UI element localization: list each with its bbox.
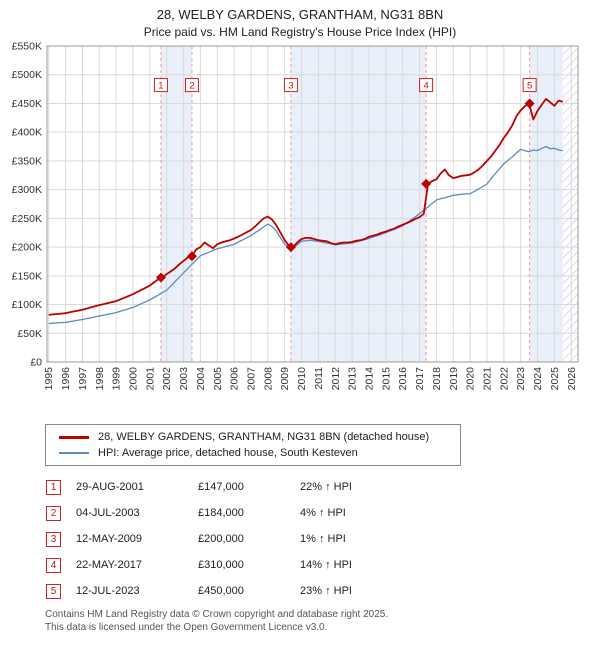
sale-row: 2 04-JUL-2003 £184,000 4% ↑ HPI bbox=[46, 504, 600, 522]
sale-row: 5 12-JUL-2023 £450,000 23% ↑ HPI bbox=[46, 582, 600, 600]
sale-date: 12-JUL-2023 bbox=[76, 585, 140, 597]
svg-text:2011: 2011 bbox=[313, 367, 325, 390]
property-line-swatch bbox=[59, 435, 89, 439]
svg-text:1996: 1996 bbox=[60, 367, 72, 391]
svg-text:2025: 2025 bbox=[549, 367, 561, 391]
svg-text:2021: 2021 bbox=[481, 367, 493, 391]
svg-text:2: 2 bbox=[189, 81, 194, 92]
svg-text:2005: 2005 bbox=[212, 367, 224, 391]
sale-row: 4 22-MAY-2017 £310,000 14% ↑ HPI bbox=[46, 556, 600, 574]
svg-text:1999: 1999 bbox=[111, 367, 123, 391]
legend-item-hpi: HPI: Average price, detached house, Sout… bbox=[53, 445, 453, 461]
sale-date: 12-MAY-2009 bbox=[76, 533, 143, 545]
footer-line-1: Contains HM Land Registry data © Crown c… bbox=[45, 609, 389, 620]
sale-number-badge: 2 bbox=[46, 505, 61, 521]
license-footer: Contains HM Land Registry data © Crown c… bbox=[45, 608, 600, 634]
svg-text:2016: 2016 bbox=[397, 367, 409, 391]
svg-text:2017: 2017 bbox=[414, 367, 426, 391]
sale-number-badge: 4 bbox=[46, 557, 61, 573]
sale-number-badge: 3 bbox=[46, 531, 61, 547]
svg-text:1995: 1995 bbox=[43, 367, 55, 391]
svg-text:2007: 2007 bbox=[245, 367, 257, 391]
svg-text:£50K: £50K bbox=[17, 328, 42, 340]
svg-text:2019: 2019 bbox=[448, 367, 460, 391]
legend-item-property: 28, WELBY GARDENS, GRANTHAM, NG31 8BN (d… bbox=[53, 429, 453, 445]
chart-legend: 28, WELBY GARDENS, GRANTHAM, NG31 8BN (d… bbox=[45, 424, 461, 466]
sale-hpi-delta: 14% ↑ HPI bbox=[300, 559, 352, 571]
sale-price: £310,000 bbox=[198, 559, 244, 571]
hpi-line-swatch bbox=[59, 452, 89, 454]
sale-hpi-delta: 22% ↑ HPI bbox=[300, 481, 352, 493]
svg-text:£450K: £450K bbox=[12, 98, 42, 110]
sale-hpi-delta: 4% ↑ HPI bbox=[300, 507, 346, 519]
legend-label: HPI: Average price, detached house, Sout… bbox=[98, 447, 358, 459]
sale-date: 04-JUL-2003 bbox=[76, 507, 140, 519]
svg-text:2026: 2026 bbox=[566, 367, 578, 391]
svg-text:£350K: £350K bbox=[12, 155, 42, 167]
sale-number-badge: 5 bbox=[46, 583, 61, 599]
svg-text:2018: 2018 bbox=[431, 367, 443, 391]
sale-price: £200,000 bbox=[198, 533, 244, 545]
svg-text:2020: 2020 bbox=[465, 367, 477, 391]
footer-line-2: This data is licensed under the Open Gov… bbox=[45, 622, 328, 633]
sales-table: 1 29-AUG-2001 £147,000 22% ↑ HPI 2 04-JU… bbox=[46, 478, 600, 600]
svg-text:2022: 2022 bbox=[498, 367, 510, 391]
svg-text:2009: 2009 bbox=[279, 367, 291, 391]
svg-text:£0: £0 bbox=[30, 357, 42, 369]
svg-text:£250K: £250K bbox=[12, 213, 42, 225]
svg-text:5: 5 bbox=[527, 81, 532, 92]
svg-text:2006: 2006 bbox=[229, 367, 241, 391]
sale-date: 22-MAY-2017 bbox=[76, 559, 143, 571]
price-chart: 1 2 3 4 5 £0 £50K £100K £150K £200K £250K £300K £350… bbox=[12, 41, 579, 391]
svg-text:1997: 1997 bbox=[77, 367, 89, 391]
chart-header: 28, WELBY GARDENS, GRANTHAM, NG31 8BN Pr… bbox=[0, 0, 600, 40]
svg-text:£100K: £100K bbox=[12, 299, 42, 311]
svg-text:£500K: £500K bbox=[12, 69, 42, 81]
svg-text:4: 4 bbox=[423, 81, 428, 92]
svg-text:2001: 2001 bbox=[144, 367, 156, 391]
svg-text:2010: 2010 bbox=[296, 367, 308, 391]
sale-row: 1 29-AUG-2001 £147,000 22% ↑ HPI bbox=[46, 478, 600, 496]
svg-text:2000: 2000 bbox=[127, 367, 139, 391]
svg-text:2003: 2003 bbox=[178, 367, 190, 391]
sale-price: £450,000 bbox=[198, 585, 244, 597]
svg-text:1998: 1998 bbox=[94, 367, 106, 391]
sale-number-badge: 1 bbox=[46, 479, 61, 495]
svg-text:£150K: £150K bbox=[12, 270, 42, 282]
svg-text:2012: 2012 bbox=[330, 367, 342, 391]
svg-text:£200K: £200K bbox=[12, 242, 42, 254]
svg-text:2002: 2002 bbox=[161, 367, 173, 391]
svg-text:2024: 2024 bbox=[532, 367, 544, 391]
svg-text:£300K: £300K bbox=[12, 184, 42, 196]
sale-date: 29-AUG-2001 bbox=[76, 481, 144, 493]
page-title: 28, WELBY GARDENS, GRANTHAM, NG31 8BN bbox=[156, 7, 444, 22]
sale-price: £184,000 bbox=[198, 507, 244, 519]
svg-text:2008: 2008 bbox=[262, 367, 274, 391]
legend-label: 28, WELBY GARDENS, GRANTHAM, NG31 8BN (d… bbox=[98, 431, 430, 443]
sale-price: £147,000 bbox=[198, 481, 244, 493]
svg-text:2014: 2014 bbox=[363, 367, 375, 391]
svg-text:2013: 2013 bbox=[347, 367, 359, 391]
svg-text:2023: 2023 bbox=[515, 367, 527, 391]
sale-hpi-delta: 1% ↑ HPI bbox=[300, 533, 346, 545]
svg-text:3: 3 bbox=[288, 81, 293, 92]
page-subtitle: Price paid vs. HM Land Registry's House … bbox=[143, 25, 457, 39]
svg-text:1: 1 bbox=[158, 81, 163, 92]
sale-row: 3 12-MAY-2009 £200,000 1% ↑ HPI bbox=[46, 530, 600, 548]
svg-text:£550K: £550K bbox=[12, 41, 42, 53]
svg-text:2015: 2015 bbox=[380, 367, 392, 391]
svg-text:2004: 2004 bbox=[195, 367, 207, 391]
svg-text:£400K: £400K bbox=[12, 127, 42, 139]
sale-hpi-delta: 23% ↑ HPI bbox=[300, 585, 352, 597]
